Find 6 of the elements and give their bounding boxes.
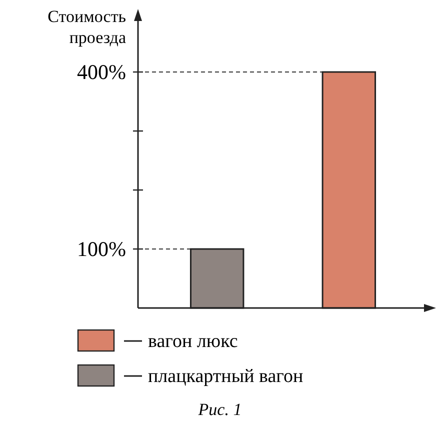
y-axis-title: Стоимость проезда xyxy=(48,7,126,47)
y-tick-label: 400% xyxy=(77,60,126,84)
y-tick-label: 100% xyxy=(77,237,126,261)
legend-label: плацкартный вагон xyxy=(148,366,304,387)
text: Рис. 1 xyxy=(197,400,242,419)
legend-label: вагон люкс xyxy=(148,331,238,352)
